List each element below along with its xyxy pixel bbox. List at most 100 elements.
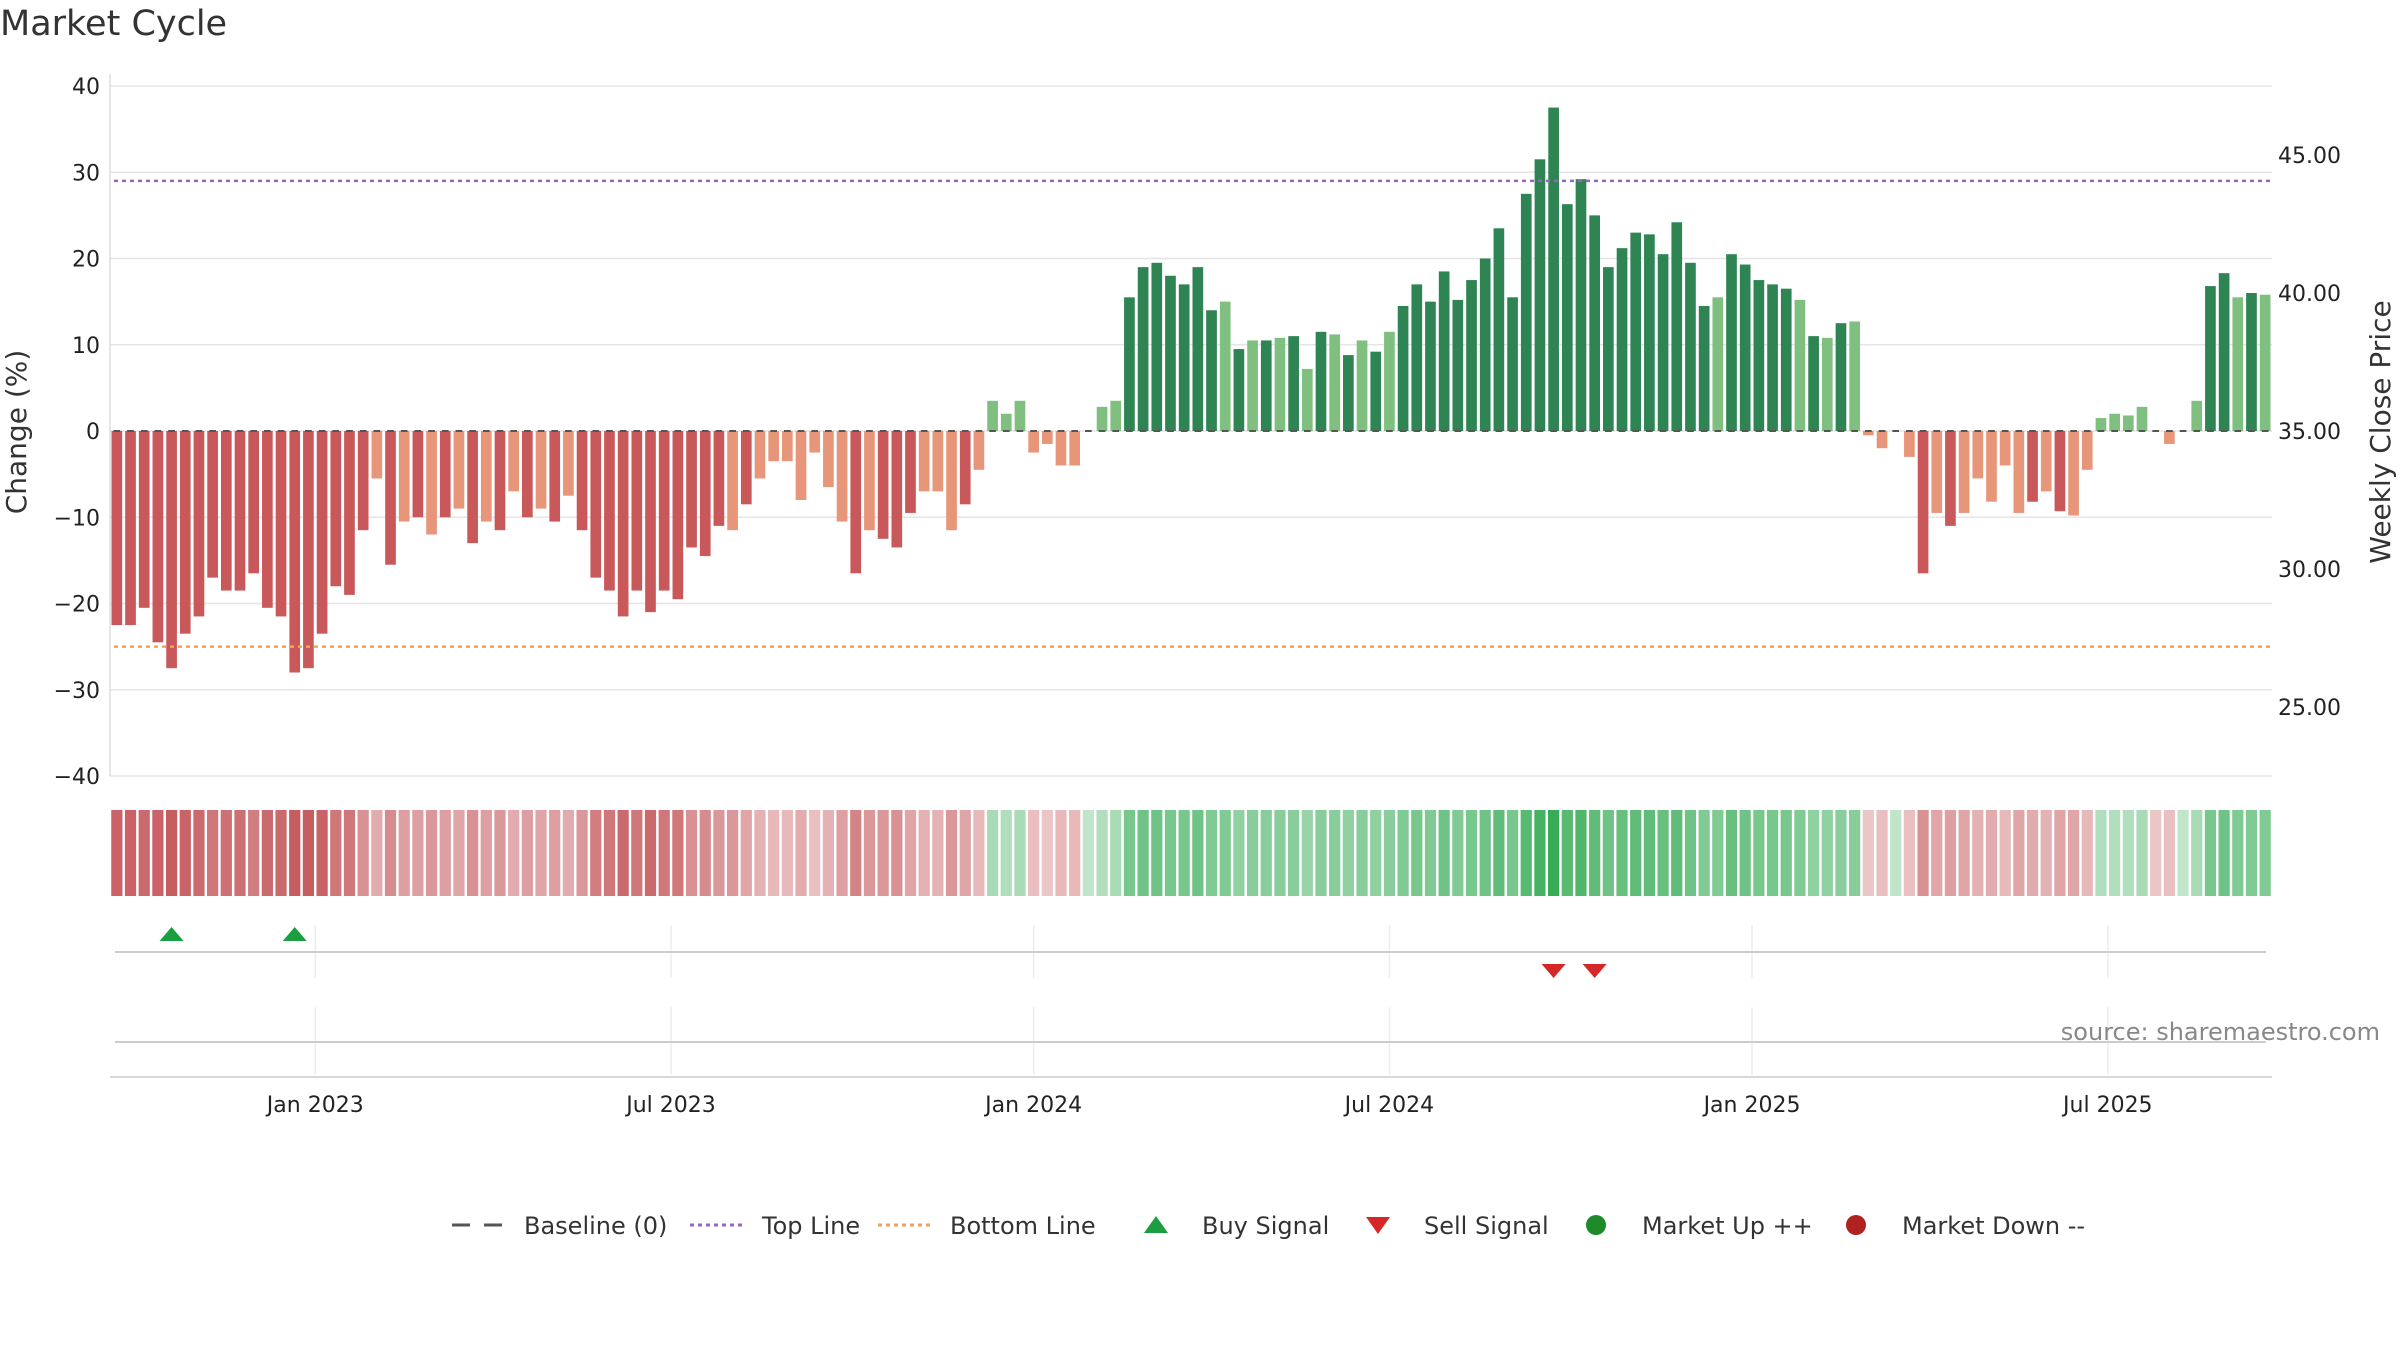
bar xyxy=(125,431,136,626)
bar xyxy=(1356,340,1368,431)
heat-cell xyxy=(863,810,876,896)
heat-cell xyxy=(1315,810,1327,896)
heat-cell xyxy=(1890,810,1902,896)
bar xyxy=(330,431,342,587)
legend-label: Market Up ++ xyxy=(1642,1212,1813,1240)
heat-cell xyxy=(1630,810,1642,896)
heat-cell xyxy=(1233,810,1245,896)
heat-cell xyxy=(1452,810,1464,896)
heat-cell xyxy=(1849,810,1861,896)
legend-item: Bottom Line xyxy=(878,1212,1096,1240)
heat-cell xyxy=(2218,810,2230,896)
heat-cell xyxy=(1411,810,1423,896)
x-tick-label: Jul 2025 xyxy=(2061,1093,2153,1118)
heat-cell xyxy=(1794,810,1806,896)
bar xyxy=(1630,232,1642,431)
heat-cell xyxy=(1561,810,1573,896)
heat-cell xyxy=(1219,810,1231,896)
y2-tick-label: 40.00 xyxy=(2278,282,2341,307)
heat-cell xyxy=(2204,810,2217,896)
bar xyxy=(275,431,287,617)
legend-label: Top Line xyxy=(761,1212,860,1240)
bar xyxy=(987,400,998,431)
heat-cell xyxy=(1548,810,1560,896)
bar xyxy=(1862,431,1874,436)
signal-panel xyxy=(110,925,2272,1078)
bar xyxy=(727,431,738,531)
heat-cell xyxy=(1260,810,1272,896)
y2-tick-label: 35.00 xyxy=(2278,420,2341,445)
bar xyxy=(1644,234,1655,431)
bar xyxy=(590,431,602,578)
bar xyxy=(699,431,711,557)
bar xyxy=(2054,431,2066,512)
bar xyxy=(152,431,164,643)
heat-cell xyxy=(1055,810,1067,896)
heat-cell xyxy=(1739,810,1751,896)
bar xyxy=(1917,431,1929,574)
heat-cell xyxy=(658,810,670,896)
bar xyxy=(1343,355,1354,431)
bar xyxy=(2136,406,2148,431)
bar xyxy=(1192,267,1204,431)
bar xyxy=(836,431,848,522)
heat-cell xyxy=(1876,810,1888,896)
bar xyxy=(1507,297,1518,431)
bar xyxy=(1288,336,1299,431)
bar xyxy=(1370,351,1382,431)
heat-cell xyxy=(207,810,219,896)
heat-cell xyxy=(2040,810,2052,896)
heat-cell xyxy=(535,810,547,896)
heat-cell xyxy=(1657,810,1669,896)
bar xyxy=(2246,293,2257,431)
heat-cell xyxy=(549,810,561,896)
bar xyxy=(1712,297,1724,431)
bar xyxy=(2122,415,2134,431)
bar xyxy=(823,431,834,488)
bar xyxy=(508,431,520,492)
heat-cell xyxy=(1999,810,2011,896)
heat-cell xyxy=(2245,810,2258,896)
bar xyxy=(1151,262,1163,431)
heat-cell xyxy=(685,810,698,896)
bar xyxy=(1411,284,1423,431)
bar xyxy=(1493,228,1505,431)
bars xyxy=(111,107,2271,673)
bar xyxy=(768,431,779,462)
bar xyxy=(1329,334,1341,431)
y-tick-label: −20 xyxy=(54,593,100,618)
axes: 40 30 20 10 0 −10 −20 −30 −40 45.00 40.00 35.00 30.0… xyxy=(54,74,2341,1118)
bar xyxy=(645,431,656,613)
bar xyxy=(563,431,574,496)
bar xyxy=(1561,204,1573,431)
heat-cell xyxy=(1438,810,1450,896)
heat-cell xyxy=(1164,810,1177,896)
heat-cell xyxy=(1753,810,1765,896)
bar xyxy=(1069,431,1081,466)
bar xyxy=(1671,222,1683,431)
bar xyxy=(522,431,533,518)
bar xyxy=(1028,431,1039,453)
source-label: source: sharemaestro.com xyxy=(2061,1018,2380,1046)
heat-cell xyxy=(1616,810,1628,896)
bar xyxy=(535,431,547,509)
legend-item: Buy Signal xyxy=(1144,1212,1329,1240)
x-tick-label: Jan 2025 xyxy=(1702,1093,1801,1118)
x-tick-label: Jul 2024 xyxy=(1343,1093,1435,1118)
chart-title: Market Cycle xyxy=(0,4,228,44)
bar xyxy=(1014,400,1026,431)
heat-cell xyxy=(508,810,520,896)
bar xyxy=(2191,400,2203,431)
bar xyxy=(1233,349,1245,431)
bar xyxy=(549,431,561,522)
heat-cell xyxy=(1082,810,1094,896)
heat-cell xyxy=(521,810,533,896)
heat-cell xyxy=(822,810,834,896)
bar xyxy=(344,431,355,595)
bar xyxy=(303,431,314,669)
heat-cell xyxy=(768,810,780,896)
heat-cell xyxy=(959,810,971,896)
legend-circle-icon xyxy=(1586,1215,1606,1235)
heat-cell xyxy=(1465,810,1478,896)
